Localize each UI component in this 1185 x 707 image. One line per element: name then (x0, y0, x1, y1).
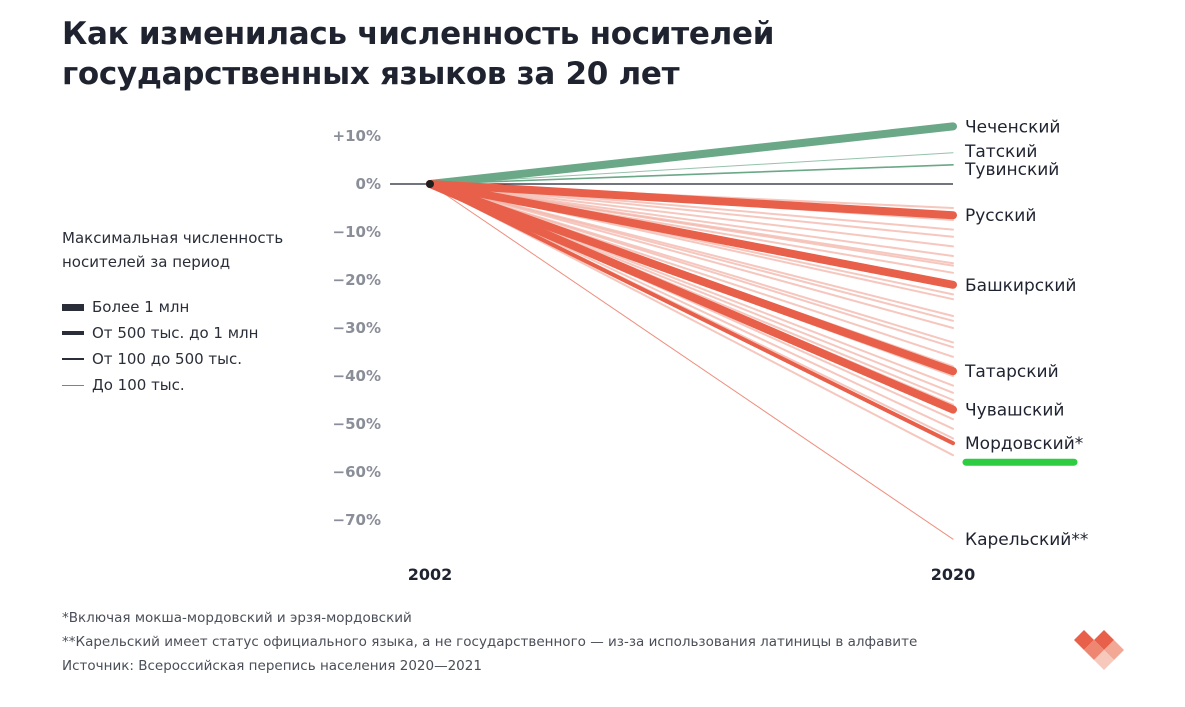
language-change-chart: +10% 0% −10% −20% −30% −40% −50% −60% −70% Чеченс… (333, 117, 1089, 584)
legend-swatch-tier-3 (62, 331, 84, 335)
series-label: Русский (965, 206, 1036, 226)
y-tick-label: −10% (333, 223, 381, 241)
y-tick-label: −70% (333, 511, 381, 529)
series-line (429, 164, 954, 185)
legend-swatch-tier-2 (62, 358, 84, 360)
series-label: Башкирский (965, 276, 1076, 296)
series-line (429, 152, 954, 185)
series-label: Татарский (964, 362, 1059, 382)
start-point (426, 180, 434, 188)
legend-label: Более 1 млн (92, 298, 190, 316)
x-tick-label: 2002 (408, 565, 453, 584)
series-line-unlabeled (429, 183, 954, 322)
series-label: Карельский** (965, 530, 1088, 550)
series-label: Чувашский (965, 401, 1064, 421)
source-note: Источник: Всероссийская перепись населен… (62, 658, 482, 674)
legend-item: От 500 тыс. до 1 млн (62, 320, 302, 346)
series-line (429, 183, 954, 540)
page-title: Как изменилась численность носителей гос… (62, 16, 775, 92)
footnotes: *Включая мокша-мордовский и эрзя-мордовс… (62, 606, 917, 678)
y-tick-label: −30% (333, 319, 381, 337)
y-tick-label: −20% (333, 271, 381, 289)
legend-label: От 500 тыс. до 1 млн (92, 324, 259, 342)
series-line-unlabeled (429, 183, 954, 257)
legend-item: Более 1 млн (62, 294, 302, 320)
legend-label: До 100 тыс. (92, 376, 185, 394)
series-line-unlabeled (429, 183, 954, 329)
y-tick-label: 0% (356, 175, 381, 193)
legend-swatch-tier-4 (62, 303, 84, 311)
series-label: Татский (964, 142, 1037, 162)
legend-caption: Максимальная численность носителей за пе… (62, 229, 284, 271)
publisher-logo-icon (1074, 630, 1124, 670)
y-tick-label: −60% (333, 463, 381, 481)
y-tick-label: +10% (333, 127, 381, 145)
line-width-legend: Максимальная численность носителей за пе… (62, 226, 302, 398)
series-line (426, 180, 957, 414)
series-line-unlabeled (429, 183, 954, 248)
series-line (426, 180, 957, 220)
legend-label: От 100 до 500 тыс. (92, 350, 243, 368)
legend-item: От 100 до 500 тыс. (62, 346, 302, 372)
series-label: Тувинский (964, 160, 1059, 180)
series-line (426, 180, 957, 289)
series-label: Чеченский (965, 117, 1060, 137)
footnote-mordovian: *Включая мокша-мордовский и эрзя-мордовс… (62, 610, 412, 626)
x-tick-label: 2020 (931, 565, 976, 584)
series-line (428, 182, 955, 446)
y-tick-label: −40% (333, 367, 381, 385)
series-line (426, 122, 957, 188)
series-line (426, 180, 957, 376)
footnote-karelian: **Карельский имеет статус официального я… (62, 634, 918, 650)
y-tick-label: −50% (333, 415, 381, 433)
legend-swatch-tier-1 (62, 384, 84, 386)
legend-item: До 100 тыс. (62, 372, 302, 398)
series-label: Мордовский* (965, 434, 1083, 454)
